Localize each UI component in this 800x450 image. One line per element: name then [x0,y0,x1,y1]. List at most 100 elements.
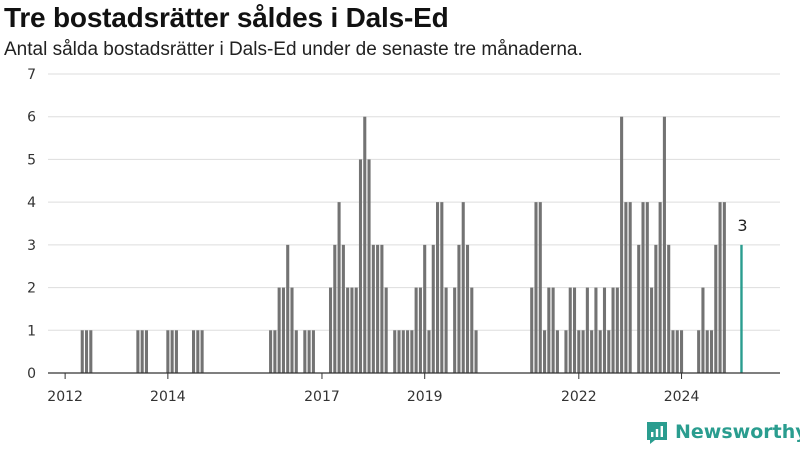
bar [311,330,315,373]
y-tick-label: 6 [27,110,36,126]
x-axis-ticks: 2012 2014 2017 2019 2022 2024 [47,373,699,405]
bar [474,330,478,373]
bar [436,202,440,373]
bar [431,244,435,373]
bar [307,330,311,373]
bar [667,244,671,373]
bar [303,330,307,373]
bars [80,116,743,373]
bar [290,287,294,373]
bar [384,287,388,373]
x-tick-label: 2017 [304,389,340,405]
bar [461,202,465,373]
bar [555,330,559,373]
bar [457,244,461,373]
bar [397,330,401,373]
bar [572,287,577,373]
y-tick-label: 7 [27,67,36,83]
chart-subtitle: Antal sålda bostadsrätter i Dals-Ed unde… [4,39,583,60]
bar [709,330,714,373]
bar [662,116,666,373]
bar [641,202,645,373]
bar [354,287,358,373]
bar [453,287,457,373]
bar [273,330,277,373]
bar [140,330,144,373]
bar [465,244,470,373]
bar [701,287,705,373]
bar [543,330,547,373]
bar [196,330,200,373]
bar [598,330,602,373]
bar [718,202,722,373]
bar [607,330,611,373]
bar [367,159,371,373]
x-tick-label: 2019 [407,389,443,405]
bar [294,330,298,373]
bar [470,287,474,373]
bar [615,287,619,373]
bar [269,330,273,373]
gridlines [48,73,780,331]
bar [594,287,598,373]
bar [654,244,658,373]
bar [286,244,290,373]
bar [551,287,555,373]
bar [350,287,354,373]
bar [84,330,89,373]
bar [581,330,585,373]
x-tick-label: 2014 [150,389,186,405]
bar [380,244,384,373]
bar [401,330,405,373]
bar [722,202,726,373]
bar [277,287,281,373]
y-tick-label: 0 [27,366,36,382]
bar [281,287,285,373]
bar [136,330,140,373]
chart-title: Tre bostadsrätter såldes i Dals-Ed [4,2,449,33]
bar [89,330,93,373]
x-tick-label: 2012 [47,389,83,405]
bar [328,287,333,373]
bar [346,287,350,373]
y-tick-label: 4 [27,195,36,211]
newsworthy-logo: Newsworthy [645,420,800,444]
bar [200,330,204,373]
bar [564,330,568,373]
bar [590,330,594,373]
bar [624,202,628,373]
bar [393,330,397,373]
bar [414,287,418,373]
highlight-bar [740,244,743,373]
bar [440,202,444,373]
bar [80,330,84,373]
annotations: 3 [737,216,747,235]
y-axis-ticks: 0 1 2 3 4 5 6 7 [27,67,36,382]
bar [444,287,448,373]
bar [427,330,431,373]
y-tick-label: 5 [27,152,36,168]
bar [620,116,624,373]
bar [170,330,174,373]
bar [585,287,589,373]
bar [611,287,615,373]
bar [577,330,581,373]
newsworthy-logo-icon [647,422,667,444]
bar [144,330,148,373]
bar [714,244,718,373]
bar [376,244,380,373]
bar [650,287,654,373]
bar [410,330,414,373]
bar [371,244,375,373]
bar [192,330,196,373]
bar [538,202,542,373]
bar [341,244,345,373]
bar [337,202,341,373]
highlight-label: 3 [737,216,747,235]
bar [423,244,427,373]
y-tick-label: 2 [27,281,36,297]
bar [174,330,178,373]
bar [628,202,632,373]
bar [166,330,170,373]
